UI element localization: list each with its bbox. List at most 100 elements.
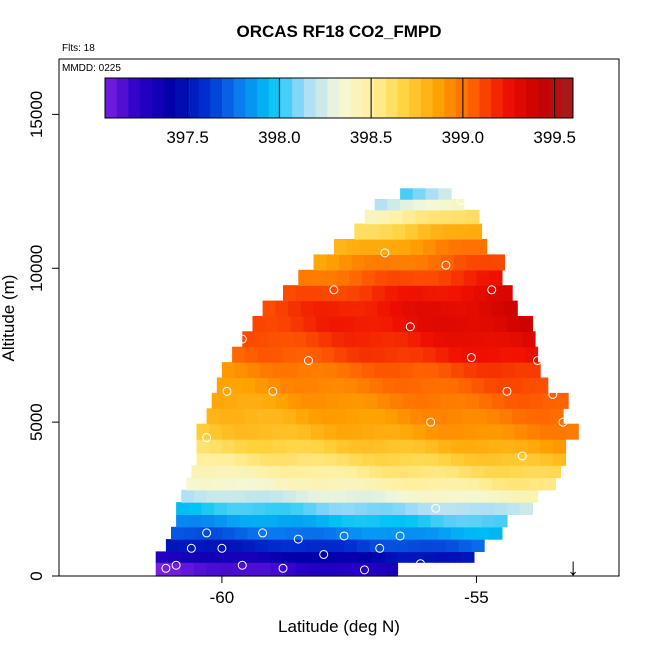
heatmap-cell <box>361 269 376 286</box>
heatmap-cell <box>448 489 462 503</box>
heatmap-cell <box>237 392 251 409</box>
heatmap-cell <box>565 423 579 440</box>
heatmap-cell <box>507 316 521 332</box>
heatmap-cell <box>290 514 304 528</box>
heatmap-cell <box>354 502 368 515</box>
heatmap-cell <box>423 551 437 563</box>
heatmap-cell <box>443 223 457 240</box>
x-axis-label: Latitude (deg N) <box>278 617 400 636</box>
heatmap-cell <box>364 209 378 225</box>
heatmap-cell <box>481 502 495 515</box>
heatmap-cell <box>372 489 386 503</box>
heatmap-cell <box>224 477 238 491</box>
y-tick-label: 10000 <box>27 245 46 292</box>
heatmap-cell <box>295 346 309 363</box>
heatmap-cell <box>313 300 327 317</box>
heatmap-cell <box>428 300 442 317</box>
heatmap-cell <box>438 269 452 286</box>
heatmap-cell <box>178 539 192 552</box>
observation-point <box>339 531 349 541</box>
heatmap-cell <box>400 452 414 466</box>
heatmap-cell <box>407 377 421 394</box>
heatmap-cell <box>461 489 475 503</box>
heatmap-cell <box>512 408 526 425</box>
plot-frame <box>58 58 620 577</box>
heatmap-cell <box>275 477 289 491</box>
y-tick-label: 15000 <box>27 91 46 138</box>
heatmap-cell <box>331 465 345 479</box>
heatmap-cell <box>272 452 287 466</box>
heatmap-cell <box>430 502 444 515</box>
colorbar-segment <box>444 78 457 118</box>
heatmap-cell <box>168 551 182 563</box>
heatmap-cell <box>328 514 343 528</box>
heatmap-cell <box>275 300 289 317</box>
heatmap-cell <box>367 316 381 332</box>
heatmap-cell <box>257 408 271 425</box>
heatmap-cell <box>509 465 523 479</box>
heatmap-cell <box>305 377 320 394</box>
heatmap-cell <box>412 269 427 286</box>
heatmap-cell <box>423 285 437 302</box>
observation-point <box>426 417 436 427</box>
heatmap-cell <box>443 502 457 515</box>
axes-layer: -60 -55 0 5000 10000 15000 <box>27 91 489 607</box>
heatmap-cell <box>255 539 269 552</box>
heatmap-cell <box>181 489 195 503</box>
heatmap-cell <box>420 331 434 348</box>
heatmap-cell <box>514 439 528 454</box>
observation-point <box>359 565 369 575</box>
heatmap-cell <box>242 331 256 348</box>
colorbar-tick-label: 398.5 <box>350 128 393 147</box>
heatmap-cell <box>219 408 233 425</box>
heatmap-cell <box>387 452 401 466</box>
heatmap-cell <box>458 539 472 552</box>
observation-point <box>405 322 415 332</box>
heatmap-cell <box>326 392 340 409</box>
heatmap-cell <box>326 477 340 491</box>
heatmap-cell <box>351 392 365 409</box>
heatmap-cell <box>433 331 447 348</box>
heatmap-cell <box>367 502 381 515</box>
heatmap-cell <box>295 551 309 563</box>
heatmap-cell <box>280 331 294 348</box>
colorbar-segment <box>222 78 235 118</box>
heatmap-cell <box>476 526 490 540</box>
heatmap-cell <box>372 408 386 425</box>
heatmap-cell <box>540 423 554 440</box>
heatmap-cell <box>440 392 455 409</box>
heatmap-cell <box>529 477 544 491</box>
heatmap-cell <box>224 392 238 409</box>
heatmap-cell <box>377 392 391 409</box>
heatmap-cell <box>221 423 236 440</box>
heatmap-cell <box>234 439 248 454</box>
heatmap-cell <box>412 199 427 211</box>
heatmap-cell <box>171 526 185 540</box>
heatmap-cell <box>476 452 490 466</box>
heatmap-cell <box>494 514 508 528</box>
heatmap-cell <box>484 465 498 479</box>
heatmap-cell <box>471 377 485 394</box>
heatmap-cell <box>456 502 470 515</box>
heatmap-cell <box>196 439 210 454</box>
heatmap-cell <box>311 526 325 540</box>
observation-point <box>517 451 527 461</box>
heatmap-cell <box>410 551 424 563</box>
heatmap-cell <box>351 477 365 491</box>
heatmap-cell <box>433 377 447 394</box>
marker-arrow: ↓ <box>567 554 579 581</box>
heatmap-cell <box>288 300 302 317</box>
heatmap-cell <box>308 562 322 577</box>
heatmap-cell <box>214 502 228 515</box>
y-tick-label: 5000 <box>27 403 46 441</box>
observation-point <box>548 389 558 399</box>
heatmap-cell <box>290 316 304 332</box>
observation-point <box>431 503 441 513</box>
heatmap-cell <box>333 489 348 503</box>
heatmap-cell <box>206 408 220 425</box>
heatmap-cell <box>379 502 393 515</box>
colorbar-segment <box>561 78 574 118</box>
heatmap-cell <box>369 465 383 479</box>
heatmap-cell <box>481 514 495 528</box>
heatmap-cell <box>280 539 294 552</box>
